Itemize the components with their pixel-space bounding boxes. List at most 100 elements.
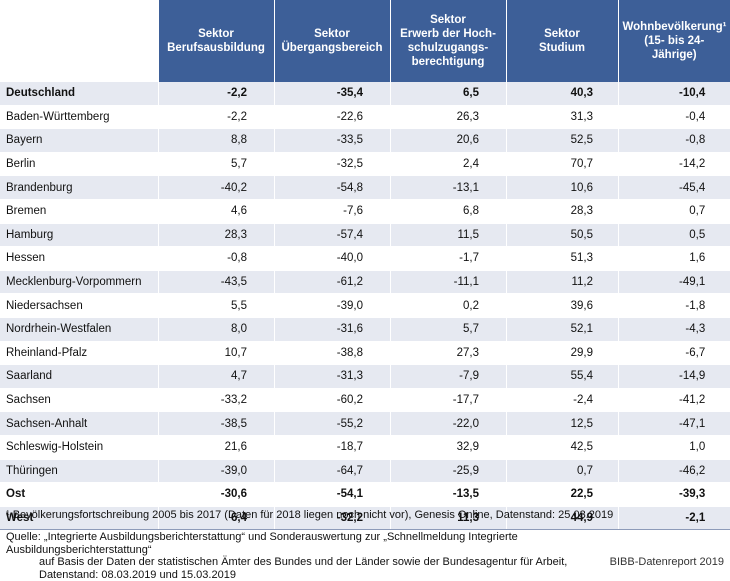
cell-value: -39,3 xyxy=(679,488,706,501)
cell-value: 32,9 xyxy=(456,441,479,454)
value-cell: -22,0 xyxy=(389,411,506,436)
cell-value: -14,2 xyxy=(679,158,706,171)
cell-value: -31,3 xyxy=(336,370,363,383)
cell-value: 55,4 xyxy=(570,370,593,383)
cell-value: 52,5 xyxy=(570,134,593,147)
value-cell: -1,7 xyxy=(389,246,506,271)
cell-value: 31,3 xyxy=(570,110,593,123)
cell-value: -7,6 xyxy=(343,205,363,218)
cell-value: -4,3 xyxy=(685,323,706,336)
cell-value: -0,4 xyxy=(685,110,706,123)
value-cell: -33,2 xyxy=(157,388,274,413)
column-header: Sektor Übergangsbereich xyxy=(273,0,390,82)
value-cell: -2,2 xyxy=(157,82,274,106)
table-body: Deutschland -2,2 -35,4 6,5 40,3 -10,4 Baden-Wü… xyxy=(0,82,730,531)
row-label: Rheinland-Pfalz xyxy=(0,341,158,366)
value-cell: -57,4 xyxy=(273,223,390,248)
cell-value: -57,4 xyxy=(336,228,363,241)
data-table: Sektor Berufsausbildung Sektor Übergangsb… xyxy=(0,0,730,531)
value-cell: 6,5 xyxy=(389,82,506,106)
value-cell: -38,8 xyxy=(273,341,390,366)
cell-value: -18,7 xyxy=(336,441,363,454)
value-cell: -41,2 xyxy=(617,388,730,413)
row-label: Niedersachsen xyxy=(0,293,158,318)
row-label: Baden-Württemberg xyxy=(0,105,158,130)
value-cell: -7,9 xyxy=(389,364,506,389)
row-label: Bayern xyxy=(0,128,158,153)
value-cell: -31,6 xyxy=(273,317,390,342)
cell-value: 5,5 xyxy=(231,299,247,312)
table-row: Hessen -0,8 -40,0 -1,7 51,3 1,6 xyxy=(0,246,730,271)
value-cell: -54,8 xyxy=(273,175,390,200)
value-cell: -25,9 xyxy=(389,459,506,484)
cell-value: 39,6 xyxy=(570,299,593,312)
value-cell: -7,6 xyxy=(273,199,390,224)
value-cell: -54,1 xyxy=(273,482,390,507)
value-cell: -40,0 xyxy=(273,246,390,271)
cell-value: -38,8 xyxy=(336,346,363,359)
value-cell: -30,6 xyxy=(157,482,274,507)
header-cell-empty xyxy=(0,0,158,82)
value-cell: 11,5 xyxy=(389,223,506,248)
value-cell: -47,1 xyxy=(617,411,730,436)
value-cell: -13,5 xyxy=(389,482,506,507)
row-label: Brandenburg xyxy=(0,175,158,200)
value-cell: -2,4 xyxy=(505,388,618,413)
row-label: Sachsen-Anhalt xyxy=(0,411,158,436)
value-cell: -43,5 xyxy=(157,270,274,295)
value-cell: -60,2 xyxy=(273,388,390,413)
value-cell: 40,3 xyxy=(505,82,618,106)
cell-value: -1,7 xyxy=(459,252,479,265)
table-row: Sachsen-Anhalt -38,5 -55,2 -22,0 12,5 -47,1 xyxy=(0,411,730,436)
table-row: Mecklenburg-Vorpommern -43,5 -61,2 -11,1 11,… xyxy=(0,270,730,295)
cell-value: 10,6 xyxy=(570,181,593,194)
cell-value: 11,2 xyxy=(571,276,593,289)
column-header: Wohnbevölkerung¹ (15- bis 24-Jährige) xyxy=(617,0,730,82)
cell-value: 22,5 xyxy=(570,488,593,501)
value-cell: 4,6 xyxy=(157,199,274,224)
value-cell: 5,7 xyxy=(389,317,506,342)
cell-value: -2,4 xyxy=(573,394,593,407)
value-cell: 32,9 xyxy=(389,435,506,460)
cell-value: 21,6 xyxy=(224,441,247,454)
value-cell: 6,4 xyxy=(157,506,274,531)
value-cell: 0,5 xyxy=(617,223,730,248)
cell-value: 42,5 xyxy=(570,441,593,454)
cell-value: -32,5 xyxy=(336,158,363,171)
cell-value: 6,8 xyxy=(463,205,479,218)
value-cell: -45,4 xyxy=(617,175,730,200)
cell-value: -38,5 xyxy=(220,417,247,430)
cell-value: -31,6 xyxy=(336,323,363,336)
value-cell: 0,7 xyxy=(505,459,618,484)
source-line-2: auf Basis der Daten der statistischen Äm… xyxy=(39,556,568,569)
row-label: Thüringen xyxy=(0,459,158,484)
row-label: Bremen xyxy=(0,199,158,224)
value-cell: -64,7 xyxy=(273,459,390,484)
source-note: Quelle: „Integrierte Ausbildungsberichte… xyxy=(6,531,606,581)
cell-value: -1,8 xyxy=(685,299,706,312)
cell-value: -0,8 xyxy=(685,134,706,147)
value-cell: 11,3 xyxy=(389,506,506,531)
value-cell: 5,5 xyxy=(157,293,274,318)
row-label: West xyxy=(0,506,158,531)
row-label: Hessen xyxy=(0,246,158,271)
value-cell: 31,3 xyxy=(505,105,618,130)
value-cell: 5,7 xyxy=(157,152,274,177)
cell-value: -60,2 xyxy=(336,394,363,407)
cell-value: 26,3 xyxy=(456,110,479,123)
value-cell: 28,3 xyxy=(505,199,618,224)
row-label: Ost xyxy=(0,482,158,507)
cell-value: -17,7 xyxy=(452,394,479,407)
value-cell: 21,6 xyxy=(157,435,274,460)
cell-value: 0,7 xyxy=(689,205,706,218)
value-cell: 11,2 xyxy=(505,270,618,295)
cell-value: 1,6 xyxy=(689,252,706,265)
cell-value: -39,0 xyxy=(220,464,247,477)
value-cell: 2,4 xyxy=(389,152,506,177)
cell-value: -43,5 xyxy=(220,276,247,289)
cell-value: 8,0 xyxy=(231,323,247,336)
cell-value: 52,1 xyxy=(570,323,593,336)
value-cell: -31,3 xyxy=(273,364,390,389)
cell-value: -61,2 xyxy=(336,276,363,289)
